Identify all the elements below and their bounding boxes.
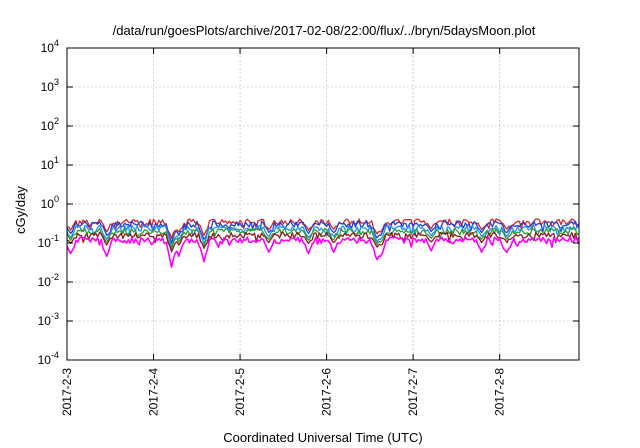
y-tick-label: 101 <box>41 155 59 172</box>
series-line <box>66 224 580 248</box>
y-tick-base: 10 <box>38 314 52 328</box>
y-tick-label: 10-1 <box>38 233 59 250</box>
y-tick-label: 103 <box>41 77 59 94</box>
y-tick-base: 10 <box>41 197 55 211</box>
y-tick-exponent: -3 <box>51 311 59 321</box>
y-axis-label: cGy/day <box>13 186 28 234</box>
y-tick-base: 10 <box>41 158 55 172</box>
data-series <box>66 218 580 269</box>
chart-title: /data/run/goesPlots/archive/2017-02-08/2… <box>113 23 536 38</box>
y-tick-base: 10 <box>38 236 52 250</box>
y-tick-label: 104 <box>41 38 59 55</box>
y-tick-label: 10-4 <box>38 350 59 367</box>
y-tick-exponent: 1 <box>54 155 59 165</box>
y-tick-base: 10 <box>41 80 55 94</box>
y-tick-label: 10-3 <box>38 311 59 328</box>
x-tick-label: 2017-2-4 <box>147 368 161 416</box>
x-tick-label: 2017-2-7 <box>406 368 420 416</box>
x-tick-label: 2017-2-3 <box>60 368 74 416</box>
axis-ticks <box>66 47 579 361</box>
y-tick-exponent: 0 <box>54 194 59 204</box>
series-line <box>66 236 580 269</box>
x-tick-label: 2017-2-6 <box>320 368 334 416</box>
series-line <box>66 227 580 250</box>
x-tick-label: 2017-2-5 <box>233 368 247 416</box>
y-tick-base: 10 <box>41 41 55 55</box>
y-tick-label: 102 <box>41 116 59 133</box>
y-tick-exponent: -2 <box>51 272 59 282</box>
x-tick-label: 2017-2-8 <box>493 368 507 416</box>
series-line <box>66 231 580 253</box>
y-tick-exponent: -1 <box>51 233 59 243</box>
y-tick-label: 100 <box>41 194 59 211</box>
y-tick-exponent: 2 <box>54 116 59 126</box>
y-tick-base: 10 <box>38 353 52 367</box>
y-tick-exponent: -4 <box>51 350 59 360</box>
x-axis-label: Coordinated Universal Time (UTC) <box>223 430 422 445</box>
y-tick-exponent: 4 <box>54 38 59 48</box>
y-tick-exponent: 3 <box>54 77 59 87</box>
grid-lines <box>67 48 579 360</box>
y-tick-label: 10-2 <box>38 272 59 289</box>
y-tick-base: 10 <box>38 275 52 289</box>
y-tick-base: 10 <box>41 119 55 133</box>
x-tick-labels: 2017-2-3 2017-2-4 2017-2-5 2017-2-6 2017-2-7… <box>60 368 507 416</box>
